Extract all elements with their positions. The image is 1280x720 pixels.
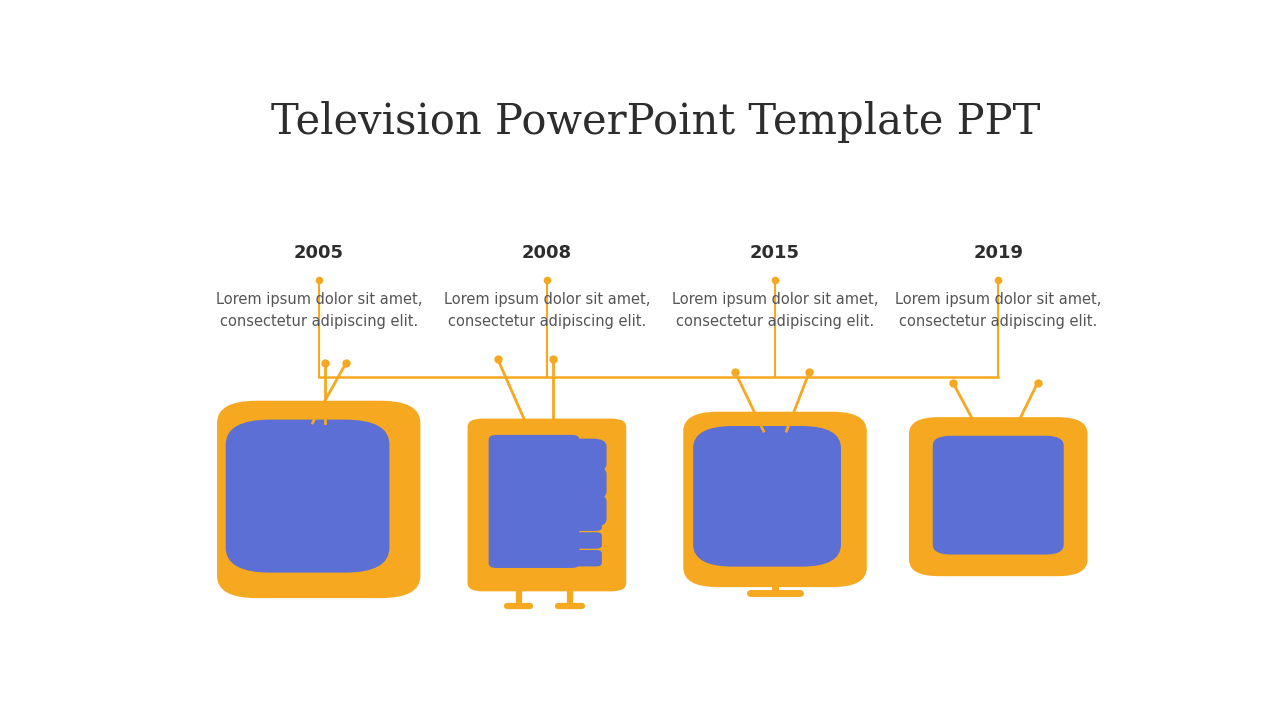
- Text: 2008: 2008: [522, 243, 572, 261]
- Text: Lorem ipsum dolor sit amet,
consectetur adipiscing elit.: Lorem ipsum dolor sit amet, consectetur …: [215, 292, 422, 329]
- FancyBboxPatch shape: [788, 488, 828, 523]
- Text: Lorem ipsum dolor sit amet,
consectetur adipiscing elit.: Lorem ipsum dolor sit amet, consectetur …: [895, 292, 1101, 329]
- FancyBboxPatch shape: [788, 457, 828, 492]
- Text: Television PowerPoint Template PPT: Television PowerPoint Template PPT: [271, 102, 1041, 143]
- FancyBboxPatch shape: [467, 418, 626, 591]
- FancyBboxPatch shape: [566, 466, 607, 500]
- Text: 2005: 2005: [293, 243, 344, 261]
- FancyBboxPatch shape: [933, 436, 1064, 554]
- FancyBboxPatch shape: [684, 412, 867, 587]
- FancyBboxPatch shape: [333, 474, 374, 510]
- FancyBboxPatch shape: [694, 426, 841, 567]
- Text: Lorem ipsum dolor sit amet,
consectetur adipiscing elit.: Lorem ipsum dolor sit amet, consectetur …: [672, 292, 878, 329]
- FancyBboxPatch shape: [909, 417, 1088, 576]
- FancyBboxPatch shape: [548, 494, 589, 527]
- FancyBboxPatch shape: [218, 401, 420, 598]
- FancyBboxPatch shape: [554, 532, 602, 549]
- FancyBboxPatch shape: [554, 550, 602, 567]
- FancyBboxPatch shape: [489, 435, 580, 568]
- FancyBboxPatch shape: [333, 446, 374, 480]
- Text: 2015: 2015: [750, 243, 800, 261]
- FancyBboxPatch shape: [548, 438, 589, 472]
- FancyBboxPatch shape: [225, 420, 389, 572]
- Text: 2019: 2019: [973, 243, 1023, 261]
- FancyBboxPatch shape: [333, 503, 374, 539]
- FancyBboxPatch shape: [566, 438, 607, 472]
- FancyBboxPatch shape: [274, 557, 364, 588]
- Text: Lorem ipsum dolor sit amet,
consectetur adipiscing elit.: Lorem ipsum dolor sit amet, consectetur …: [444, 292, 650, 329]
- FancyBboxPatch shape: [548, 466, 589, 500]
- FancyBboxPatch shape: [566, 494, 607, 527]
- FancyBboxPatch shape: [554, 515, 602, 531]
